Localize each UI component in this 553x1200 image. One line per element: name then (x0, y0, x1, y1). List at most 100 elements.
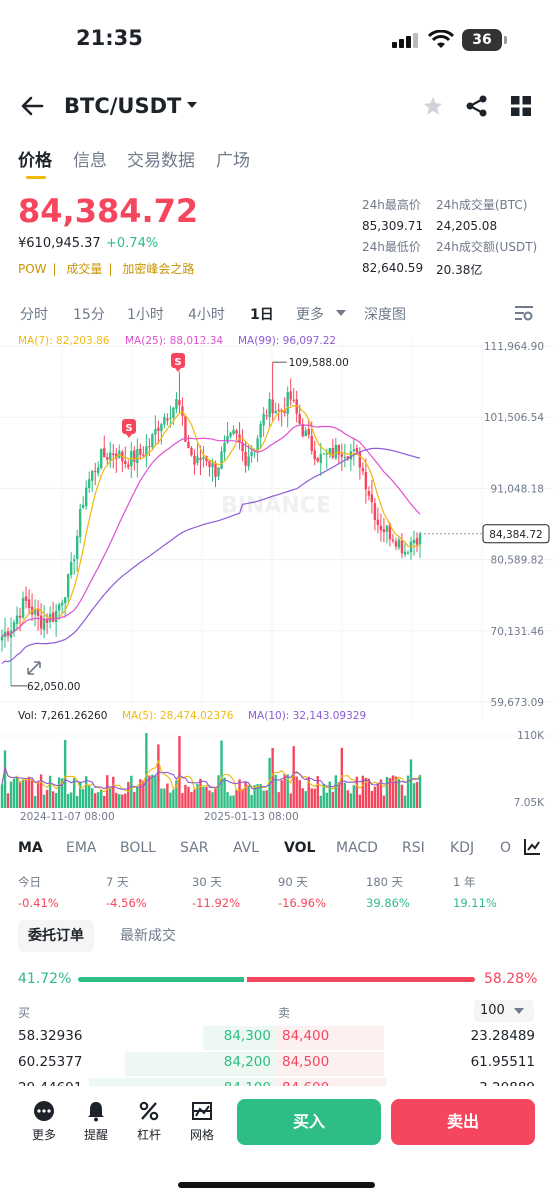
indicator-sar[interactable]: SAR (180, 840, 209, 856)
interval-depth[interactable]: 深度图 (364, 307, 406, 323)
indicator-boll[interactable]: BOLL (120, 840, 156, 856)
margin-button[interactable]: 杠杆 (127, 1100, 171, 1143)
interval-1h[interactable]: 1小时 (127, 307, 164, 323)
volume-bar (193, 789, 196, 808)
volume-bar (48, 775, 52, 808)
candle-body (88, 479, 91, 489)
candle-body (391, 539, 395, 541)
candlestick-chart[interactable]: 111,964.90 101,506.54 91,048.18 80,589.82 70… (0, 340, 553, 720)
volume-ma5-line (1, 758, 421, 793)
volume-bar (277, 792, 280, 808)
star-icon[interactable] (422, 95, 444, 117)
candle-body (115, 453, 118, 459)
volume-bar (382, 795, 386, 808)
candle-body (85, 487, 88, 507)
ma99-label: MA(99): 96,097.22 (238, 335, 337, 347)
more-button[interactable]: 更多 (22, 1100, 66, 1143)
expand-icon (27, 661, 41, 675)
back-arrow-icon[interactable] (20, 95, 44, 117)
candle-body (247, 456, 250, 467)
candle-body (100, 448, 103, 468)
indicator-rsi[interactable]: RSI (402, 840, 425, 856)
candle-body (6, 631, 10, 637)
interval-timeline[interactable]: 分时 (20, 307, 48, 323)
chevron-down-icon[interactable] (336, 309, 346, 317)
indicator-settings-icon[interactable] (523, 838, 541, 856)
tag-volume[interactable]: 成交量 (66, 262, 103, 276)
candle-body (376, 519, 380, 525)
indicator-other[interactable]: O (500, 840, 512, 856)
volume-ma10-label: MA(10): 32,143.09329 (248, 710, 367, 722)
interval-1d[interactable]: 1日 (250, 307, 274, 323)
volume-bar (346, 790, 350, 808)
candle-body (54, 610, 58, 623)
candle-body (42, 619, 46, 630)
volume-bar (286, 774, 289, 808)
candle-body (394, 541, 398, 547)
grid-icon[interactable] (511, 96, 531, 116)
volume-bar (388, 777, 392, 808)
candle-body (133, 450, 136, 462)
tag-pow[interactable]: POW (18, 262, 47, 276)
candle-body (139, 448, 142, 455)
tab-info[interactable]: 信息 (73, 151, 107, 171)
volume-bar (409, 759, 413, 808)
indicator-kdj[interactable]: KDJ (450, 840, 475, 856)
volume-bar (394, 776, 398, 808)
stat-volume-usdt-label: 24h成交额(USDT) (436, 240, 538, 254)
candle-body (142, 454, 145, 456)
ask-quantity: 61.95511 (470, 1054, 535, 1070)
chart-settings-icon[interactable] (514, 304, 534, 322)
perf-30d-value: -11.92% (192, 896, 240, 910)
sell-marker-box (122, 419, 136, 434)
perf-90d-label: 90 天 (278, 875, 308, 889)
chevron-down-icon[interactable] (186, 100, 198, 110)
volume-bar (406, 775, 410, 808)
indicator-avl[interactable]: AVL (233, 840, 260, 856)
indicator-vol[interactable]: VOL (284, 840, 316, 856)
volume-bar (196, 784, 199, 808)
candle-body (97, 467, 100, 474)
bid-price: 84,300 (223, 1028, 271, 1044)
alert-button[interactable]: 提醒 (74, 1100, 118, 1143)
volume-bar (235, 789, 238, 808)
interval-more[interactable]: 更多 (296, 307, 324, 323)
candle-body (211, 463, 214, 468)
volume-chart[interactable]: 110K 7.05K 2024-11-07 08:00 2025-01-13 08:0… (0, 722, 553, 822)
interval-15m[interactable]: 15分 (73, 307, 105, 323)
share-icon[interactable] (466, 95, 488, 117)
tab-trading-data[interactable]: 交易数据 (127, 151, 195, 171)
candle-body (94, 471, 97, 473)
indicator-ema[interactable]: EMA (66, 840, 97, 856)
interval-4h[interactable]: 4小时 (188, 307, 225, 323)
perf-180d: 180 天 39.86% (366, 874, 410, 910)
sell-marker-letter: S (125, 423, 132, 434)
tab-order-book[interactable]: 委托订单 (18, 920, 94, 952)
indicator-macd[interactable]: MACD (336, 840, 378, 856)
depth-select[interactable]: 100 (474, 1000, 534, 1022)
candle-body (355, 448, 359, 453)
orderbook-row[interactable]: 60.25377 84,200 84,500 61.95511 (0, 1050, 553, 1076)
tab-recent-trades[interactable]: 最新成交 (120, 928, 176, 944)
y-tick-label: 59,673.09 (491, 697, 544, 709)
volume-bar (289, 793, 292, 808)
volume-bar (403, 795, 407, 808)
volume-bar (325, 792, 328, 808)
perf-30d: 30 天 -11.92% (192, 874, 240, 910)
indicator-ma[interactable]: MA (18, 840, 43, 856)
tab-square[interactable]: 广场 (216, 151, 250, 171)
candle-body (187, 442, 190, 449)
candle-body (81, 504, 85, 508)
volume-bar (15, 776, 19, 808)
grid-bot-button[interactable]: 网格 (180, 1100, 224, 1143)
x-axis-label: 2025-01-13 08:00 (204, 811, 299, 822)
tag-summit[interactable]: 加密峰会之路 (122, 262, 195, 276)
pair-title[interactable]: BTC/USDT (64, 94, 182, 118)
volume-bar (274, 774, 277, 808)
sell-button[interactable]: 卖出 (391, 1099, 535, 1145)
tab-price[interactable]: 价格 (18, 151, 52, 171)
buy-button[interactable]: 买入 (237, 1099, 381, 1145)
volume-bar (145, 733, 148, 808)
min-price-label: 62,050.00 (27, 681, 80, 693)
orderbook-row[interactable]: 58.32936 84,300 84,400 23.28489 (0, 1024, 553, 1050)
